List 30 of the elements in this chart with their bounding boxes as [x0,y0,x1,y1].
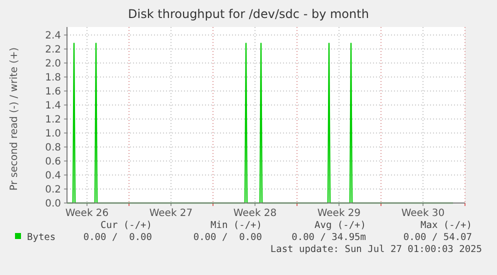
y-tick-label: 2.2 [45,44,61,56]
text: Max (-/+) [420,220,472,231]
y-tick-label: 0.2 [45,184,61,196]
y-tick-label: 0.4 [45,170,61,182]
x-tick-label: Week 29 [317,208,361,219]
y-tick-label: 1.2 [45,114,61,126]
text: 0.00 / 0.00 [193,232,262,243]
y-tick-label: 2.4 [45,30,61,42]
y-tick-label: 2.0 [45,58,61,70]
text: Avg (-/+) [314,220,366,231]
text: Last update: Sun Jul 27 01:00:03 2025 [270,244,482,255]
x-tick-label: Week 28 [233,208,277,219]
y-tick-label: 0.8 [45,142,61,154]
x-tick-label: Week 27 [149,208,193,219]
x-tick-label: Week 26 [65,208,109,219]
y-tick-label: 1.8 [45,72,61,84]
x-tick-label: Week 30 [401,208,445,219]
text: 0.00 / 34.95m [292,232,366,243]
text: 0.00 / 0.00 [83,232,152,243]
text: Cur (-/+) [100,220,152,231]
chart-title: Disk throughput for /dev/sdc - by month [128,7,369,21]
text: 0.00 / 54.07 [403,232,472,243]
legend-label: Bytes [27,232,56,243]
y-tick-label: 1.6 [45,86,61,98]
text: Min (-/+) [210,220,262,231]
y-tick-label: 0.6 [45,156,61,168]
y-tick-label: 0.0 [45,198,61,210]
y-tick-label: 1.0 [45,128,61,140]
y-tick-label: 1.4 [45,100,61,112]
y-axis-title: Pr second read (-) / write (+) [9,47,20,191]
